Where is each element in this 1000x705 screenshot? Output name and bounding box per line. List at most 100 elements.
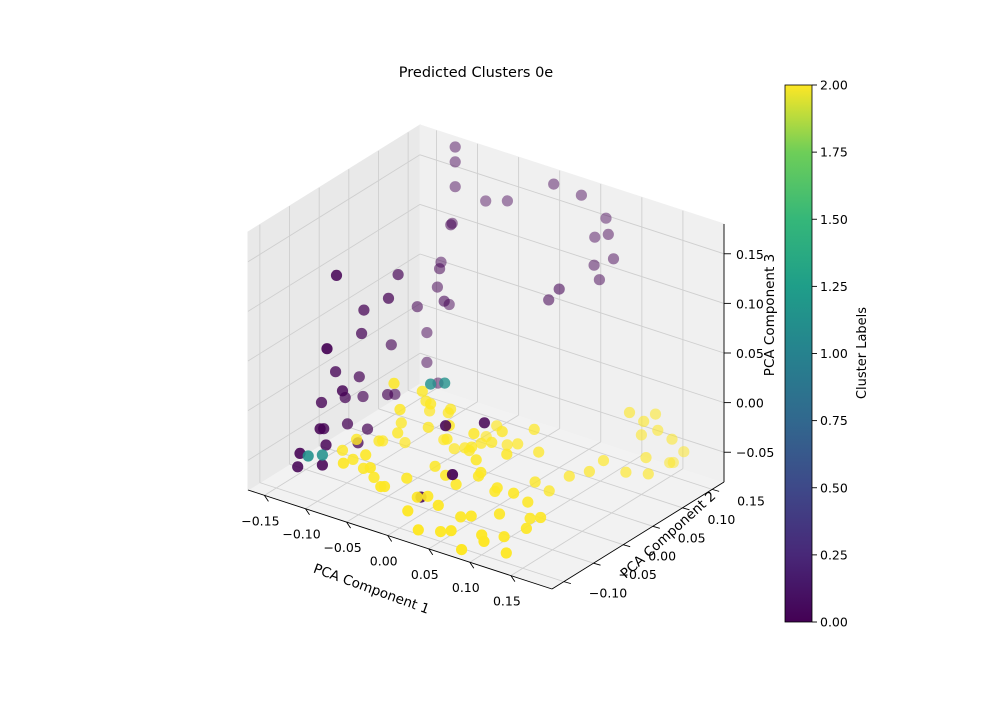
x-tick (305, 508, 310, 515)
x-tick-label: 0.15 (493, 594, 521, 609)
data-point-cluster-2 (429, 460, 441, 472)
data-point-cluster-2 (520, 522, 533, 535)
z-axis-label: PCA Component 3 (762, 254, 778, 376)
z-tick-label: 0.10 (736, 296, 764, 311)
data-point-cluster-2 (512, 438, 524, 450)
data-point-cluster-0 (449, 141, 461, 153)
z-grid-line-back (419, 154, 725, 255)
data-point-cluster-2 (422, 490, 434, 502)
x-tick-label: −0.15 (241, 513, 279, 528)
data-point-cluster-2 (466, 441, 478, 453)
data-point-cluster-2 (478, 535, 490, 548)
data-point-cluster-2 (388, 377, 400, 389)
data-point-cluster-2 (435, 526, 447, 538)
y-tick-label: −0.10 (589, 586, 627, 601)
colorbar-tick-label: 1.50 (820, 212, 848, 227)
x-grid-line-floor (469, 454, 643, 563)
y-grid-line-floor (259, 482, 565, 583)
z-grid-line-back (419, 203, 725, 304)
data-point-cluster-0 (553, 283, 565, 295)
data-point-cluster-0 (543, 294, 555, 306)
data-point-cluster-2 (533, 446, 545, 458)
data-point-cluster-2 (465, 510, 477, 522)
data-point-cluster-2 (337, 457, 349, 469)
data-point-cluster-2 (666, 433, 678, 445)
data-point-cluster-0 (445, 219, 457, 231)
x-grid-line-floor (510, 468, 684, 577)
chart-title: Predicted Clusters 0e (399, 65, 554, 81)
colorbar-gradient (784, 84, 813, 623)
data-point-cluster-2 (470, 454, 482, 466)
data-point-cluster-2 (422, 421, 434, 433)
data-point-cluster-0 (330, 269, 343, 281)
data-point-cluster-1 (439, 377, 451, 389)
y-tick (652, 525, 660, 529)
data-point-cluster-2 (351, 433, 363, 445)
data-point-cluster-0 (314, 423, 326, 435)
x-tick (264, 495, 269, 502)
data-point-cluster-0 (421, 327, 433, 339)
colorbar-label: Cluster Labels (855, 307, 870, 399)
x-tick (346, 521, 351, 529)
z-grid-line-back (419, 253, 725, 354)
data-point-cluster-0 (320, 439, 332, 451)
data-point-cluster-0 (438, 295, 450, 307)
data-point-cluster-0 (449, 156, 461, 168)
y-tick (682, 507, 690, 511)
data-point-cluster-2 (528, 423, 540, 435)
data-point-cluster-2 (445, 403, 457, 415)
data-point-cluster-0 (353, 371, 365, 383)
data-point-cluster-2 (395, 417, 407, 429)
colorbar-ticks: 0.00 0.25 0.50 0.75 1.00 1.25 1.50 1.75 2.00 (812, 78, 848, 630)
data-point-cluster-2 (620, 466, 632, 478)
x-tick (387, 535, 393, 542)
y-tick (623, 544, 631, 548)
data-point-cluster-2 (368, 471, 380, 483)
z-tick-label: 0.15 (736, 247, 764, 262)
y-grid-line-floor (348, 426, 653, 527)
data-point-cluster-0 (341, 418, 354, 430)
z-grid-line-left (247, 154, 421, 263)
data-point-cluster-2 (448, 443, 460, 455)
x-tick-label: 0.05 (411, 567, 439, 582)
data-point-cluster-0 (431, 281, 443, 293)
data-point-cluster-2 (432, 499, 444, 511)
colorbar-tick-label: 0.75 (820, 413, 848, 428)
data-point-cluster-0 (358, 304, 370, 316)
data-point-cluster-2 (475, 437, 487, 449)
data-point-cluster-0 (316, 459, 328, 471)
data-point-cluster-2 (456, 544, 468, 556)
data-point-cluster-2 (535, 511, 547, 524)
data-point-cluster-0 (382, 389, 394, 401)
grid-lines (247, 130, 725, 583)
data-point-cluster-0 (330, 366, 342, 378)
data-point-cluster-0 (607, 253, 620, 265)
data-point-cluster-2 (364, 462, 376, 474)
data-point-cluster-0 (588, 259, 600, 271)
x-tick-label: −0.05 (323, 540, 361, 555)
data-point-cluster-2 (501, 448, 513, 460)
data-point-cluster-2 (652, 424, 664, 436)
data-point-cluster-2 (563, 470, 575, 482)
data-point-cluster-2 (375, 481, 387, 493)
data-point-cluster-2 (623, 406, 636, 419)
data-point-cluster-2 (649, 408, 662, 420)
data-points (292, 141, 690, 559)
x-grid-line-floor (387, 428, 560, 536)
z-tick-label: 0.05 (736, 346, 764, 361)
colorbar-tick-label: 2.00 (820, 78, 848, 93)
data-point-cluster-0 (336, 385, 349, 397)
data-point-cluster-2 (402, 505, 414, 517)
y-tick-label: 0.00 (648, 549, 676, 564)
colorbar-tick-label: 1.25 (820, 279, 848, 294)
data-point-cluster-2 (638, 415, 650, 427)
data-point-cluster-2 (392, 427, 404, 439)
y-tick (563, 581, 571, 585)
data-point-cluster-2 (500, 547, 512, 559)
colorbar-tick-label: 0.25 (820, 547, 848, 562)
data-point-cluster-2 (522, 496, 534, 508)
data-point-cluster-0 (411, 301, 423, 313)
x-grid-line-floor (305, 401, 478, 510)
data-point-cluster-0 (357, 390, 369, 403)
